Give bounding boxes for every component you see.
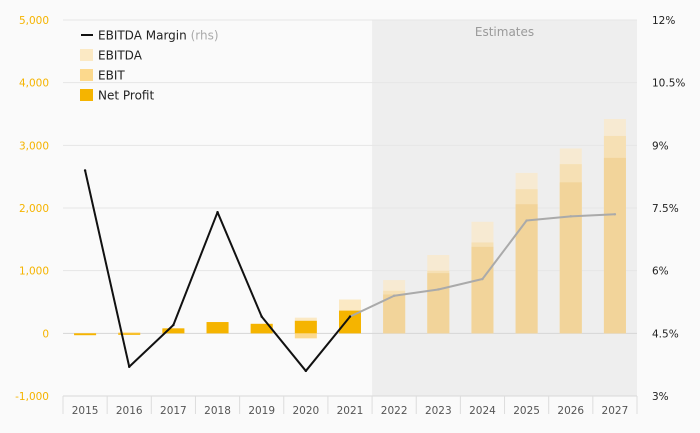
legend-label-ebitda-margin-name: EBITDA Margin: [98, 29, 187, 43]
y-right-tick-label: 12%: [652, 15, 675, 27]
margin-line: [83, 169, 617, 373]
legend-swatch-ebitda: [80, 49, 93, 61]
y-left-tick-label: 5,000: [19, 15, 49, 27]
legend-swatch-net-profit: [80, 89, 93, 101]
net-profit-bar: [118, 333, 141, 335]
y-right-tick-label: 4.5%: [652, 328, 679, 340]
net-profit-bar: [603, 157, 626, 334]
margin-point: [172, 323, 175, 327]
y-right-tick-label: 7.5%: [652, 203, 679, 215]
ebit-bar: [294, 333, 317, 339]
y-right-tick-label: 3%: [652, 391, 669, 403]
x-tick-label: 2027: [602, 405, 629, 417]
bars: [74, 119, 626, 339]
margin-line-segment: [525, 215, 572, 222]
net-profit-bar: [383, 294, 406, 334]
margin-line-segment: [569, 213, 616, 218]
margin-point: [128, 365, 131, 368]
margin-line-segment: [84, 169, 131, 368]
margin-point: [569, 215, 572, 218]
y-left-tick-label: 1,000: [19, 266, 49, 278]
y-left-tick-label: 3,000: [19, 140, 49, 152]
margin-point: [525, 219, 528, 222]
margin-line-segment: [481, 219, 528, 281]
margin-line-segment: [304, 315, 351, 372]
x-tick-label: 2026: [557, 405, 584, 417]
margin-line-segment: [128, 323, 175, 368]
legend-label-net-profit: Net Profit: [98, 89, 154, 103]
x-tick-label: 2020: [292, 405, 319, 417]
net-profit-bar: [427, 273, 450, 334]
y-left-tick-label: 4,000: [19, 78, 49, 90]
margin-point: [613, 213, 617, 216]
legend-label-ebitda-margin: EBITDA Margin (rhs): [98, 29, 219, 43]
margin-line-segment: [393, 288, 440, 297]
net-profit-bar: [559, 182, 582, 334]
margin-point: [481, 277, 484, 281]
net-profit-bar: [339, 310, 361, 334]
net-profit-bar: [250, 323, 273, 334]
legend: EBITDA Margin (rhs) EBITDA EBIT Net Prof…: [80, 29, 219, 103]
margin-line-segment: [216, 211, 263, 318]
net-profit-bar: [74, 333, 97, 336]
net-profit-bar: [162, 328, 185, 334]
margin-point: [348, 315, 352, 318]
estimates-label: Estimates: [475, 25, 534, 39]
margin-line-segment: [437, 278, 484, 291]
margin-line-segment: [172, 211, 219, 326]
x-tick-label: 2024: [469, 405, 496, 417]
margin-point: [216, 210, 219, 214]
x-tick-label: 2017: [160, 405, 187, 417]
legend-label-rhs: (rhs): [191, 29, 219, 43]
legend-swatch-ebit: [80, 69, 93, 81]
y-left-tick-label: 2,000: [19, 203, 49, 215]
x-tick-label: 2015: [72, 405, 99, 417]
y-right-tick-label: 6%: [652, 266, 669, 278]
axes: -1,000 0 1,000 2,000 3,000 4,000 5,000 3% 4.5% 6%…: [15, 15, 685, 417]
y-left-tick-label: 0: [42, 328, 49, 340]
legend-label-ebitda: EBITDA: [98, 49, 143, 63]
legend-label-ebit: EBIT: [98, 69, 125, 83]
x-tick-label: 2016: [116, 405, 143, 417]
margin-point: [304, 369, 308, 373]
net-profit-bar: [206, 322, 229, 334]
margin-point: [83, 169, 87, 172]
x-tick-label: 2021: [337, 405, 364, 417]
margin-point: [437, 288, 440, 291]
net-profit-bar: [515, 204, 538, 334]
x-tick-label: 2018: [204, 405, 231, 417]
margin-point: [260, 315, 263, 318]
y-right-tick-label: 9%: [652, 140, 669, 152]
x-tick-label: 2019: [248, 405, 275, 417]
margin-line-segment: [349, 294, 396, 318]
y-right-tick-label: 10.5%: [652, 78, 685, 90]
y-left-tick-label: -1,000: [15, 391, 49, 403]
x-tick-label: 2025: [513, 405, 540, 417]
x-tick-label: 2023: [425, 405, 452, 417]
net-profit-bar: [471, 246, 494, 334]
margin-line-segment: [260, 315, 307, 372]
margin-point: [392, 294, 396, 297]
x-tick-label: 2022: [381, 405, 408, 417]
net-profit-bar: [294, 320, 317, 334]
